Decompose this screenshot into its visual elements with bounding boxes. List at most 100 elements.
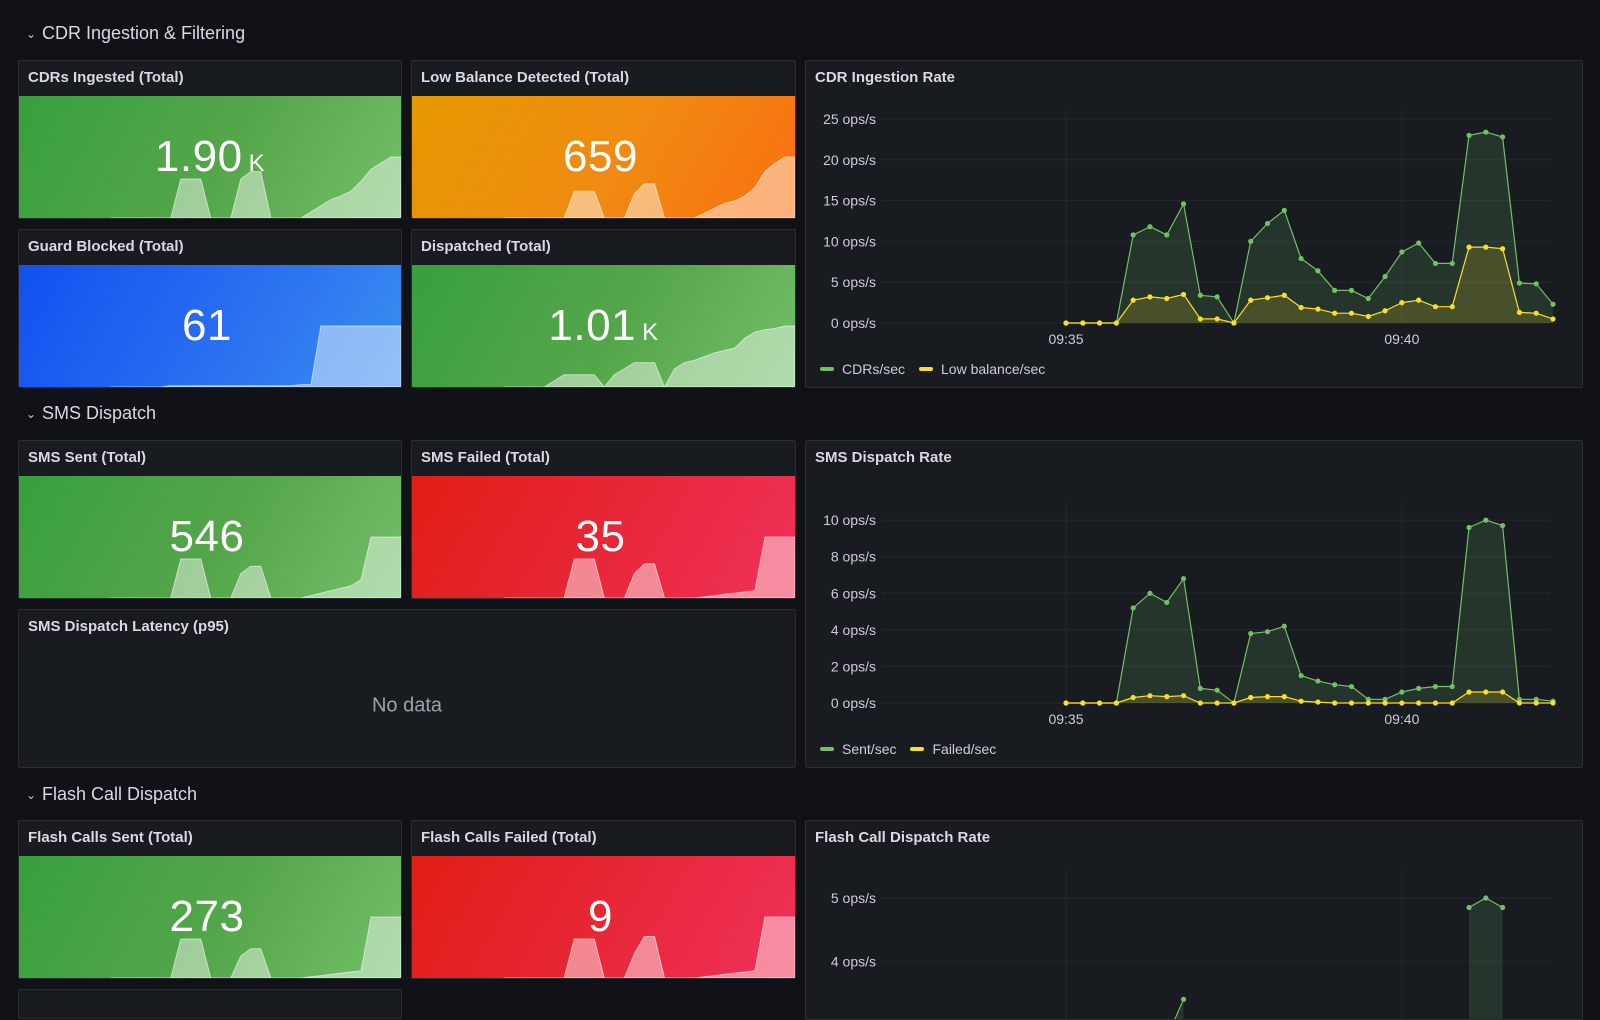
data-point [1348,700,1355,706]
data-point [1533,700,1539,706]
data-point [1382,308,1388,314]
legend-swatch [820,367,834,371]
stat-background: 659 [412,96,795,218]
stat-background: 546 [19,476,401,598]
data-point [1550,316,1556,322]
data-point [1281,292,1287,298]
timeseries-panel-cdr-rate[interactable]: CDR Ingestion Rate 0 ops/s 5 ops/s 10 ops/… [805,60,1583,388]
data-point [1365,313,1371,320]
data-point [1080,320,1086,326]
sparkline-area [110,156,401,218]
data-point [1449,700,1455,706]
sparkline [503,536,795,598]
stat-panel-sms-failed[interactable]: SMS Failed (Total) 35 [411,440,796,599]
data-point [1466,132,1472,138]
data-point [1231,320,1237,326]
legend-item[interactable]: Sent/sec [820,741,896,757]
stat-background: 9 [412,856,795,978]
stat-unit: K [248,150,266,177]
panel-title: SMS Sent (Total) [28,449,147,466]
no-data-message: No data [371,694,443,717]
stat-panel-flash-sent[interactable]: Flash Calls Sent (Total) 273 [18,820,402,979]
data-point [1281,207,1287,213]
y-tick-label: 10 ops/s [823,512,876,528]
data-point [1063,320,1069,326]
data-point [1315,268,1321,274]
sparkline-area [503,916,795,978]
data-point [1147,590,1153,596]
legend-swatch [820,747,834,751]
data-point [1483,517,1489,523]
stat-background: 273 [19,856,401,978]
data-point [1500,904,1506,911]
panel-title: SMS Failed (Total) [421,449,550,466]
data-point [1483,244,1489,250]
data-point [1147,294,1153,300]
data-point [1332,287,1338,293]
timeseries-panel-sms-rate[interactable]: SMS Dispatch Rate 0 ops/s 2 ops/s 4 ops/s 6… [805,440,1583,768]
series-area [1066,520,1553,703]
series-line [1066,246,1554,324]
data-point [1500,523,1506,529]
y-tick-label: 15 ops/s [823,193,876,209]
data-point [1164,232,1170,238]
series-line [1066,691,1553,704]
data-point [1348,683,1355,690]
data-point [1214,700,1220,706]
data-point [1432,260,1439,267]
data-point [1214,316,1220,322]
row-header-sms[interactable]: ⌄ SMS Dispatch [26,400,156,426]
sparkline [110,325,401,387]
stat-panel-sms-sent[interactable]: SMS Sent (Total) 546 [18,440,402,599]
legend: CDRs/sec Low balance/sec [820,361,1045,377]
data-point [1466,524,1472,531]
row-title: Flash Call Dispatch [42,783,198,804]
timeseries-panel-flash-rate[interactable]: Flash Call Dispatch Rate 3 ops/s4 ops/s5… [805,820,1583,1020]
data-point [1298,304,1304,311]
sparkline [503,916,795,978]
panel-title: Flash Calls Failed (Total) [421,829,597,846]
stat-panel-dispatched[interactable]: Dispatched (Total) 1.01 K [411,229,796,388]
data-point [1264,629,1271,635]
legend-label: Failed/sec [932,741,997,757]
data-point [1248,630,1254,637]
data-point [1130,232,1136,238]
x-tick-label: 09:40 [1384,331,1419,347]
data-point [1197,316,1203,322]
panel-title: Guard Blocked (Total) [28,238,184,255]
data-point [1516,696,1523,702]
stat-panel-partial[interactable] [18,989,402,1019]
y-tick-label: 4 ops/s [831,622,876,638]
series-area [1066,247,1553,323]
data-point [1214,294,1220,300]
data-point [1164,599,1170,606]
row-header-flash[interactable]: ⌄ Flash Call Dispatch [26,781,197,807]
stat-panel-guard-blocked[interactable]: Guard Blocked (Total) 61 [18,229,402,388]
data-point [1382,696,1388,702]
data-point [1096,700,1103,706]
sparkline-area [503,156,795,218]
data-point [1483,129,1489,135]
data-point [1483,895,1489,901]
row-header-cdr[interactable]: ⌄ CDR Ingestion & Filtering [26,20,245,46]
stat-panel-cdrs-ingested[interactable]: CDRs Ingested (Total) 1.90 K [18,60,402,219]
series-line [1066,131,1554,325]
data-point [1449,304,1455,310]
sparkline-area [110,325,401,387]
legend-item[interactable]: Failed/sec [910,741,996,757]
stat-panel-flash-failed[interactable]: Flash Calls Failed (Total) 9 [411,820,796,979]
data-point [1550,301,1556,307]
legend-item[interactable]: Low balance/sec [919,361,1045,377]
data-point [1315,699,1321,705]
data-point [1365,295,1371,302]
series-area [1469,898,1503,1019]
stat-panel-low-balance[interactable]: Low Balance Detected (Total) 659 [411,60,796,219]
panel-sms-latency[interactable]: SMS Dispatch Latency (p95) No data [18,609,796,768]
legend-item[interactable]: CDRs/sec [820,361,905,377]
sparkline-area [503,325,795,387]
stat-background: 1.01 K [412,265,795,387]
stat-value: 659 [563,132,638,181]
stat-value: 61 [182,301,232,350]
sparkline [110,916,401,978]
data-point [1416,700,1422,706]
